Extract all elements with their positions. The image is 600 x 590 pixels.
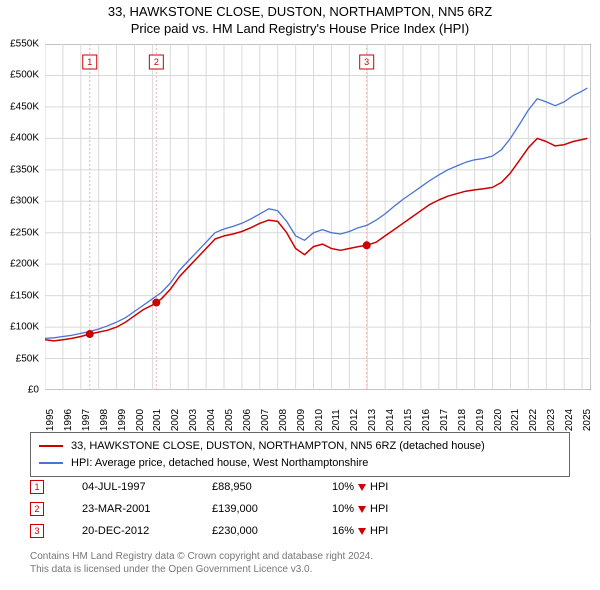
legend-swatch bbox=[39, 462, 63, 464]
sale-price: £88,950 bbox=[212, 481, 332, 493]
x-tick-label: 2012 bbox=[349, 409, 360, 431]
x-tick-label: 2025 bbox=[582, 409, 593, 431]
y-tick-label: £150K bbox=[10, 290, 39, 301]
x-tick-label: 2014 bbox=[385, 409, 396, 431]
legend: 33, HAWKSTONE CLOSE, DUSTON, NORTHAMPTON… bbox=[30, 432, 570, 477]
x-tick-label: 1998 bbox=[99, 409, 110, 431]
sale-marker-box: 2 bbox=[30, 502, 44, 516]
x-tick-label: 2009 bbox=[296, 409, 307, 431]
y-tick-label: £550K bbox=[10, 39, 39, 50]
x-tick-label: 2010 bbox=[314, 409, 325, 431]
x-tick-label: 2020 bbox=[493, 409, 504, 431]
x-tick-label: 2003 bbox=[188, 409, 199, 431]
y-tick-label: £250K bbox=[10, 227, 39, 238]
x-tick-label: 2015 bbox=[403, 409, 414, 431]
arrow-down-icon bbox=[358, 484, 366, 491]
arrow-down-icon bbox=[358, 506, 366, 513]
x-tick-label: 2021 bbox=[510, 409, 521, 431]
sale-delta: 10% HPI bbox=[332, 481, 432, 493]
arrow-down-icon bbox=[358, 528, 366, 535]
sale-price: £230,000 bbox=[212, 525, 332, 537]
svg-text:2: 2 bbox=[154, 57, 159, 67]
x-tick-label: 2013 bbox=[367, 409, 378, 431]
x-tick-label: 2001 bbox=[152, 409, 163, 431]
x-tick-label: 1997 bbox=[81, 409, 92, 431]
sale-delta-suffix: HPI bbox=[370, 503, 388, 515]
x-tick-label: 2006 bbox=[242, 409, 253, 431]
y-tick-label: £450K bbox=[10, 101, 39, 112]
price-chart: 1 2 3 bbox=[45, 44, 591, 390]
x-tick-label: 2018 bbox=[457, 409, 468, 431]
page: 33, HAWKSTONE CLOSE, DUSTON, NORTHAMPTON… bbox=[0, 0, 600, 590]
title-line2: Price paid vs. HM Land Registry's House … bbox=[0, 21, 600, 38]
y-tick-label: £350K bbox=[10, 164, 39, 175]
svg-text:3: 3 bbox=[364, 57, 369, 67]
sale-delta-pct: 10% bbox=[332, 503, 354, 515]
x-tick-label: 2008 bbox=[278, 409, 289, 431]
y-tick-label: £100K bbox=[10, 322, 39, 333]
y-tick-label: £0 bbox=[28, 385, 39, 396]
x-tick-label: 2011 bbox=[331, 409, 342, 431]
sale-date: 20-DEC-2012 bbox=[82, 525, 212, 537]
sale-date: 23-MAR-2001 bbox=[82, 503, 212, 515]
x-tick-label: 2019 bbox=[475, 409, 486, 431]
sales-table: 1 04-JUL-1997£88,95010% HPI 2 23-MAR-2001£13… bbox=[30, 476, 570, 542]
x-tick-label: 1999 bbox=[117, 409, 128, 431]
sale-price: £139,000 bbox=[212, 503, 332, 515]
x-tick-label: 2016 bbox=[421, 409, 432, 431]
sale-delta: 16% HPI bbox=[332, 525, 432, 537]
x-tick-label: 2004 bbox=[206, 409, 217, 431]
sale-marker-box: 1 bbox=[30, 480, 44, 494]
sale-delta-pct: 10% bbox=[332, 481, 354, 493]
y-tick-label: £400K bbox=[10, 133, 39, 144]
x-tick-label: 2017 bbox=[439, 409, 450, 431]
x-tick-label: 2024 bbox=[564, 409, 575, 431]
y-tick-label: £200K bbox=[10, 259, 39, 270]
x-tick-label: 1995 bbox=[45, 409, 56, 431]
footer-line2: This data is licensed under the Open Gov… bbox=[30, 563, 373, 576]
x-tick-label: 2007 bbox=[260, 409, 271, 431]
x-tick-label: 2023 bbox=[546, 409, 557, 431]
attribution-footer: Contains HM Land Registry data © Crown c… bbox=[30, 550, 373, 576]
legend-swatch bbox=[39, 445, 63, 447]
sale-delta-suffix: HPI bbox=[370, 525, 388, 537]
x-tick-label: 2000 bbox=[135, 409, 146, 431]
x-tick-label: 1996 bbox=[63, 409, 74, 431]
sale-date: 04-JUL-1997 bbox=[82, 481, 212, 493]
y-tick-label: £300K bbox=[10, 196, 39, 207]
legend-item: HPI: Average price, detached house, West… bbox=[39, 455, 561, 472]
title-line1: 33, HAWKSTONE CLOSE, DUSTON, NORTHAMPTON… bbox=[0, 4, 600, 21]
legend-label: 33, HAWKSTONE CLOSE, DUSTON, NORTHAMPTON… bbox=[71, 438, 485, 455]
sale-delta-pct: 16% bbox=[332, 525, 354, 537]
y-tick-label: £500K bbox=[10, 70, 39, 81]
x-tick-label: 2022 bbox=[528, 409, 539, 431]
svg-text:1: 1 bbox=[87, 57, 92, 67]
x-tick-label: 2005 bbox=[224, 409, 235, 431]
legend-item: 33, HAWKSTONE CLOSE, DUSTON, NORTHAMPTON… bbox=[39, 438, 561, 455]
sale-row: 3 20-DEC-2012£230,00016% HPI bbox=[30, 520, 570, 542]
legend-label: HPI: Average price, detached house, West… bbox=[71, 455, 368, 472]
x-tick-label: 2002 bbox=[170, 409, 181, 431]
y-axis: £0£50K£100K£150K£200K£250K£300K£350K£400… bbox=[0, 44, 43, 390]
footer-line1: Contains HM Land Registry data © Crown c… bbox=[30, 550, 373, 563]
sale-marker-box: 3 bbox=[30, 524, 44, 538]
title-block: 33, HAWKSTONE CLOSE, DUSTON, NORTHAMPTON… bbox=[0, 0, 600, 38]
sale-delta-suffix: HPI bbox=[370, 481, 388, 493]
x-axis: 1995 1996 1997 1998 1999 2000 2001 2002 2003 2004… bbox=[45, 392, 591, 428]
sale-row: 1 04-JUL-1997£88,95010% HPI bbox=[30, 476, 570, 498]
sale-delta: 10% HPI bbox=[332, 503, 432, 515]
y-tick-label: £50K bbox=[16, 353, 39, 364]
sale-row: 2 23-MAR-2001£139,00010% HPI bbox=[30, 498, 570, 520]
chart-svg: 1 2 3 bbox=[45, 44, 591, 390]
